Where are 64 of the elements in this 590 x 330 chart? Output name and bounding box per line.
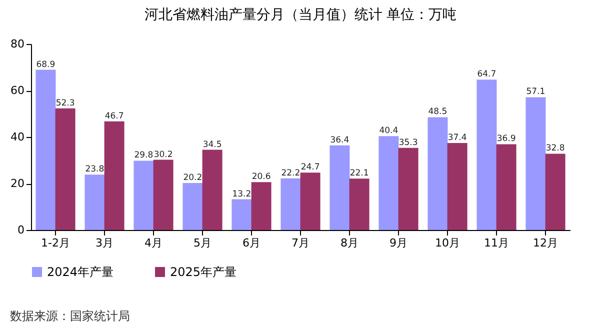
data-label: 32.8 [546,144,565,154]
data-label: 24.7 [300,162,320,173]
bar [232,199,252,230]
y-tick-label: 60 [10,84,24,97]
bar [202,150,222,230]
bar [496,144,516,230]
data-label: 57.1 [526,87,546,98]
x-tick-label: 4月 [144,236,162,250]
y-tick-label: 80 [10,38,24,50]
chart-title: 河北省燃料油产量分月（当月值）统计 单位：万吨 [144,7,457,23]
data-label: 13.2 [232,189,252,200]
data-label: 64.7 [477,70,496,80]
bar [134,160,154,230]
data-label: 37.4 [448,133,467,144]
data-label: 30.2 [154,150,173,160]
legend-label: 2024年产量 [47,265,114,279]
bar [398,148,418,230]
x-tick-label: 8月 [340,236,358,250]
x-tick-label: 10月 [435,236,460,250]
data-label: 36.9 [496,134,516,144]
bar [428,117,448,230]
bar [182,183,203,230]
x-tick-label: 1-2月 [41,236,70,250]
bar [251,182,272,230]
x-tick-label: 6月 [242,236,260,250]
data-label: 20.6 [252,172,271,182]
x-tick-label: 12月 [533,236,558,250]
x-tick-label: 3月 [96,236,114,250]
y-tick-label: 40 [10,130,24,144]
data-label: 29.8 [134,150,154,161]
data-label: 68.9 [36,60,56,70]
data-label: 20.2 [183,173,202,184]
bar [55,108,76,230]
data-label: 22.2 [281,168,300,178]
x-tick-label: 11月 [484,236,509,250]
data-label: 23.8 [85,164,104,175]
bar [378,136,399,230]
legend-label: 2025年产量 [170,265,237,279]
data-label: 52.3 [56,98,75,108]
bar [84,174,105,230]
bar [349,178,370,230]
data-label: 46.7 [104,111,124,122]
bar [330,145,350,230]
data-label: 34.5 [202,140,222,150]
data-label: 35.3 [398,138,418,148]
bar [104,121,124,230]
source-note: 数据来源：国家统计局 [10,308,130,325]
bar [526,97,546,230]
data-label: 36.4 [330,135,350,146]
x-tick-label: 5月 [194,236,212,250]
bar [300,172,320,230]
data-label: 40.4 [379,126,398,136]
bar [36,70,56,230]
bar [447,143,468,230]
x-tick-label: 9月 [390,236,408,250]
x-tick-label: 7月 [292,236,310,250]
data-label: 48.5 [428,107,448,118]
bar [476,80,497,230]
bar [153,160,174,230]
y-tick-label: 0 [18,224,24,236]
bar [280,178,301,230]
data-label: 22.1 [350,168,369,179]
bar [545,154,566,230]
y-tick-label: 20 [10,177,24,190]
